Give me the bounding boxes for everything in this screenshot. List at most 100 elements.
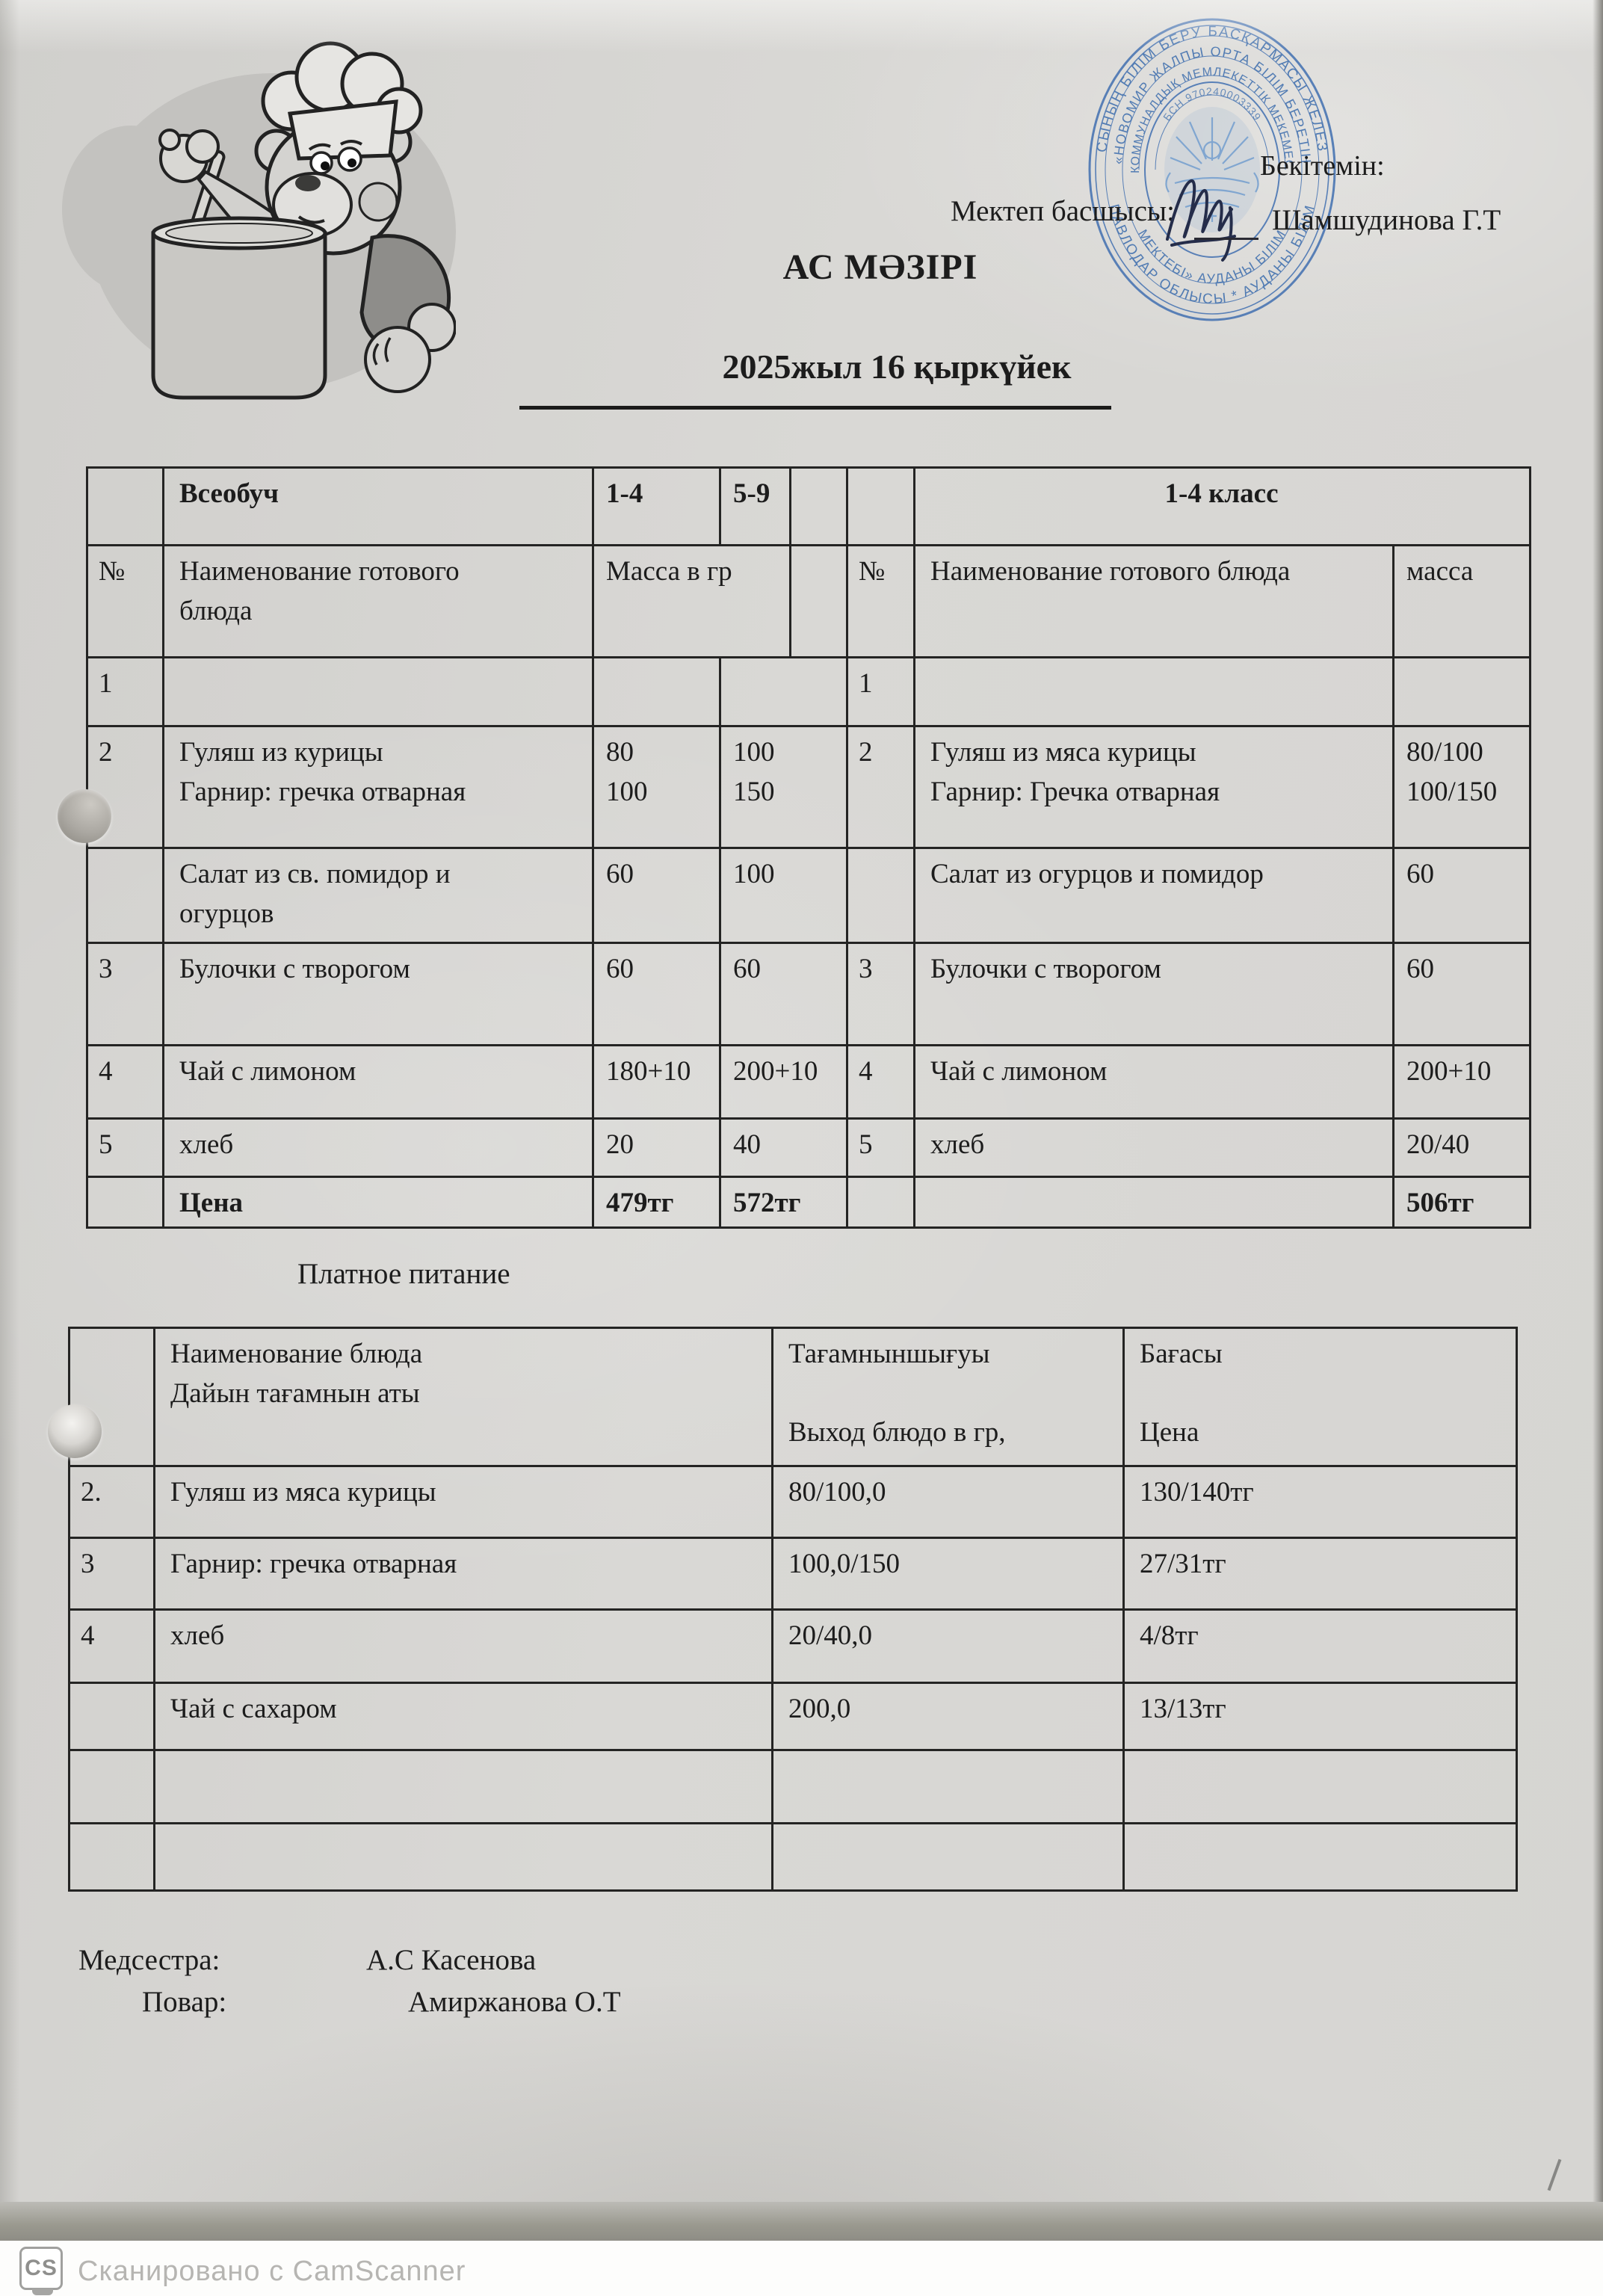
mass-1-4-cell (592, 656, 721, 727)
table-row: 4 Чай с лимоном 180+10 200+10 4 Чай с ли… (86, 1044, 1531, 1120)
nurse-label: Медсестра: (78, 1944, 220, 1976)
row-num-cell: 3 (846, 942, 915, 1046)
table-group-header-row: Всеобуч 1-4 5-9 1-4 класс (86, 466, 1531, 546)
row-num-cell: 4 (86, 1044, 164, 1120)
dish-name-cell: хлеб (162, 1117, 594, 1178)
left-name-header: Наименование готового блюда (162, 544, 594, 658)
title-underline (519, 406, 1111, 410)
price-header: Бағасы Цена (1122, 1327, 1518, 1467)
paper-left-shadow (0, 0, 19, 2206)
dish-name-cell: Гуляш из мяса курицы (153, 1465, 773, 1539)
camscanner-label: Сканировано с CamScanner (78, 2256, 466, 2287)
principal-label: Мектеп басшысы: (951, 195, 1175, 227)
empty-cell (68, 1749, 155, 1824)
cook-label: Повар: (142, 1986, 227, 2018)
right-name-header: Наименование готового блюда (913, 544, 1394, 658)
mass-cell: 200+10 (1392, 1044, 1531, 1120)
dish-name-cell: Чай с лимоном (162, 1044, 594, 1120)
output-cell: 200,0 (771, 1682, 1125, 1751)
left-num-header: № (86, 544, 164, 658)
pen-tick-mark (1547, 2158, 1562, 2191)
empty-cell (771, 1822, 1125, 1892)
camscanner-logo-tab (32, 2289, 53, 2295)
left-group-title: Всеобуч (162, 466, 594, 546)
dish-name-cell: хлеб (913, 1117, 1394, 1178)
row-num-cell (86, 847, 164, 944)
paid-meals-table: Наименование блюда Дайын тағамнын аты Та… (68, 1327, 1518, 1892)
mass-5-9-cell: 40 (719, 1117, 848, 1178)
mass-1-4-cell: 60 (592, 942, 721, 1046)
dish-name-cell: Салат из св. помидор и огурцов (162, 847, 594, 944)
price-cell: 506тг (1392, 1176, 1531, 1229)
table-row: Салат из св. помидор и огурцов 60 100 Са… (86, 847, 1531, 944)
table-row: 1 1 (86, 656, 1531, 727)
mass-1-4-cell: 60 (592, 847, 721, 944)
row-num-cell: 5 (86, 1117, 164, 1178)
punch-hole (58, 789, 111, 843)
table-row: 3 Булочки с творогом 60 60 3 Булочки с т… (86, 942, 1531, 1046)
price-cell: 4/8тг (1122, 1608, 1518, 1684)
row-num-cell: 3 (68, 1537, 155, 1611)
table-row: 2 Гуляш из курицы Гарнир: гречка отварна… (86, 725, 1531, 849)
mass-1-4-cell: 80 100 (592, 725, 721, 849)
document-title: АС МӘЗІРІ (782, 247, 978, 287)
mass-5-9-cell: 100 (719, 847, 848, 944)
left-col-1-4-header: 1-4 (592, 466, 721, 546)
mass-cell: 60 (1392, 942, 1531, 1046)
camscanner-logo-icon: CS (19, 2247, 63, 2290)
empty-cell (789, 544, 848, 658)
empty-cell (789, 466, 848, 546)
dish-name-cell: Гуляш из мяса курицы Гарнир: Гречка отва… (913, 725, 1394, 849)
dish-name-cell: Гарнир: гречка отварная (153, 1537, 773, 1611)
price-cell: 130/140тг (1122, 1465, 1518, 1539)
row-num-cell: 1 (846, 656, 915, 727)
empty-cell (153, 1749, 773, 1824)
dish-name-header: Наименование блюда Дайын тағамнын аты (153, 1327, 773, 1467)
main-menu-table: Всеобуч 1-4 5-9 1-4 класс № Наименование… (86, 466, 1531, 1229)
mass-cell: 80/100 100/150 (1392, 725, 1531, 849)
price-cell: 27/31тг (1122, 1537, 1518, 1611)
document-date: 2025жыл 16 қыркүйек (722, 348, 1072, 386)
output-cell: 100,0/150 (771, 1537, 1125, 1611)
mass-cell (1392, 656, 1531, 727)
empty-cell (846, 466, 915, 546)
dish-name-cell: Салат из огурцов и помидор (913, 847, 1394, 944)
approve-label: Бекітемін: (1260, 150, 1385, 182)
row-num-cell: 4 (846, 1044, 915, 1120)
punch-hole (48, 1404, 102, 1458)
table-row: 4 хлеб 20/40,0 4/8тг (68, 1608, 1518, 1684)
dish-name-cell: Гуляш из курицы Гарнир: гречка отварная (162, 725, 594, 849)
output-cell: 80/100,0 (771, 1465, 1125, 1539)
paid-meals-label: Платное питание (297, 1258, 510, 1290)
price-label-cell: Цена (162, 1176, 594, 1229)
row-num-cell (68, 1682, 155, 1751)
row-num-cell: 1 (86, 656, 164, 727)
empty-cell (771, 1749, 1125, 1824)
right-group-title: 1-4 класс (913, 466, 1531, 546)
row-num-cell: 2 (846, 725, 915, 849)
cook-name: Амиржанова О.Т (408, 1986, 621, 2018)
dish-name-cell (913, 656, 1394, 727)
table-row: 3 Гарнир: гречка отварная 100,0/150 27/3… (68, 1537, 1518, 1611)
empty-cell (68, 1822, 155, 1892)
empty-table-row (68, 1749, 1518, 1824)
price-total-row: Цена 479тг 572тг 506тг (86, 1176, 1531, 1229)
table-row: Чай с сахаром 200,0 13/13тг (68, 1682, 1518, 1751)
camscanner-bar (0, 2241, 1603, 2296)
empty-cell (153, 1822, 773, 1892)
table-column-header-row: Наименование блюда Дайын тағамнын аты Та… (68, 1327, 1518, 1467)
principal-name: Шамшудинова Г.Т (1272, 204, 1501, 236)
dish-name-cell: Булочки с творогом (162, 942, 594, 1046)
output-cell: 20/40,0 (771, 1608, 1125, 1684)
table-column-header-row: № Наименование готового блюда Масса в гр… (86, 544, 1531, 658)
row-num-cell: 4 (68, 1608, 155, 1684)
paper-right-shadow (1593, 0, 1603, 2206)
empty-cell (913, 1176, 1394, 1229)
mass-cell: 60 (1392, 847, 1531, 944)
empty-cell (1122, 1822, 1518, 1892)
empty-cell (86, 466, 164, 546)
output-header: Тағамныншығуы Выход блюдо в гр, (771, 1327, 1125, 1467)
dish-name-cell (162, 656, 594, 727)
row-num-cell (846, 1176, 915, 1229)
